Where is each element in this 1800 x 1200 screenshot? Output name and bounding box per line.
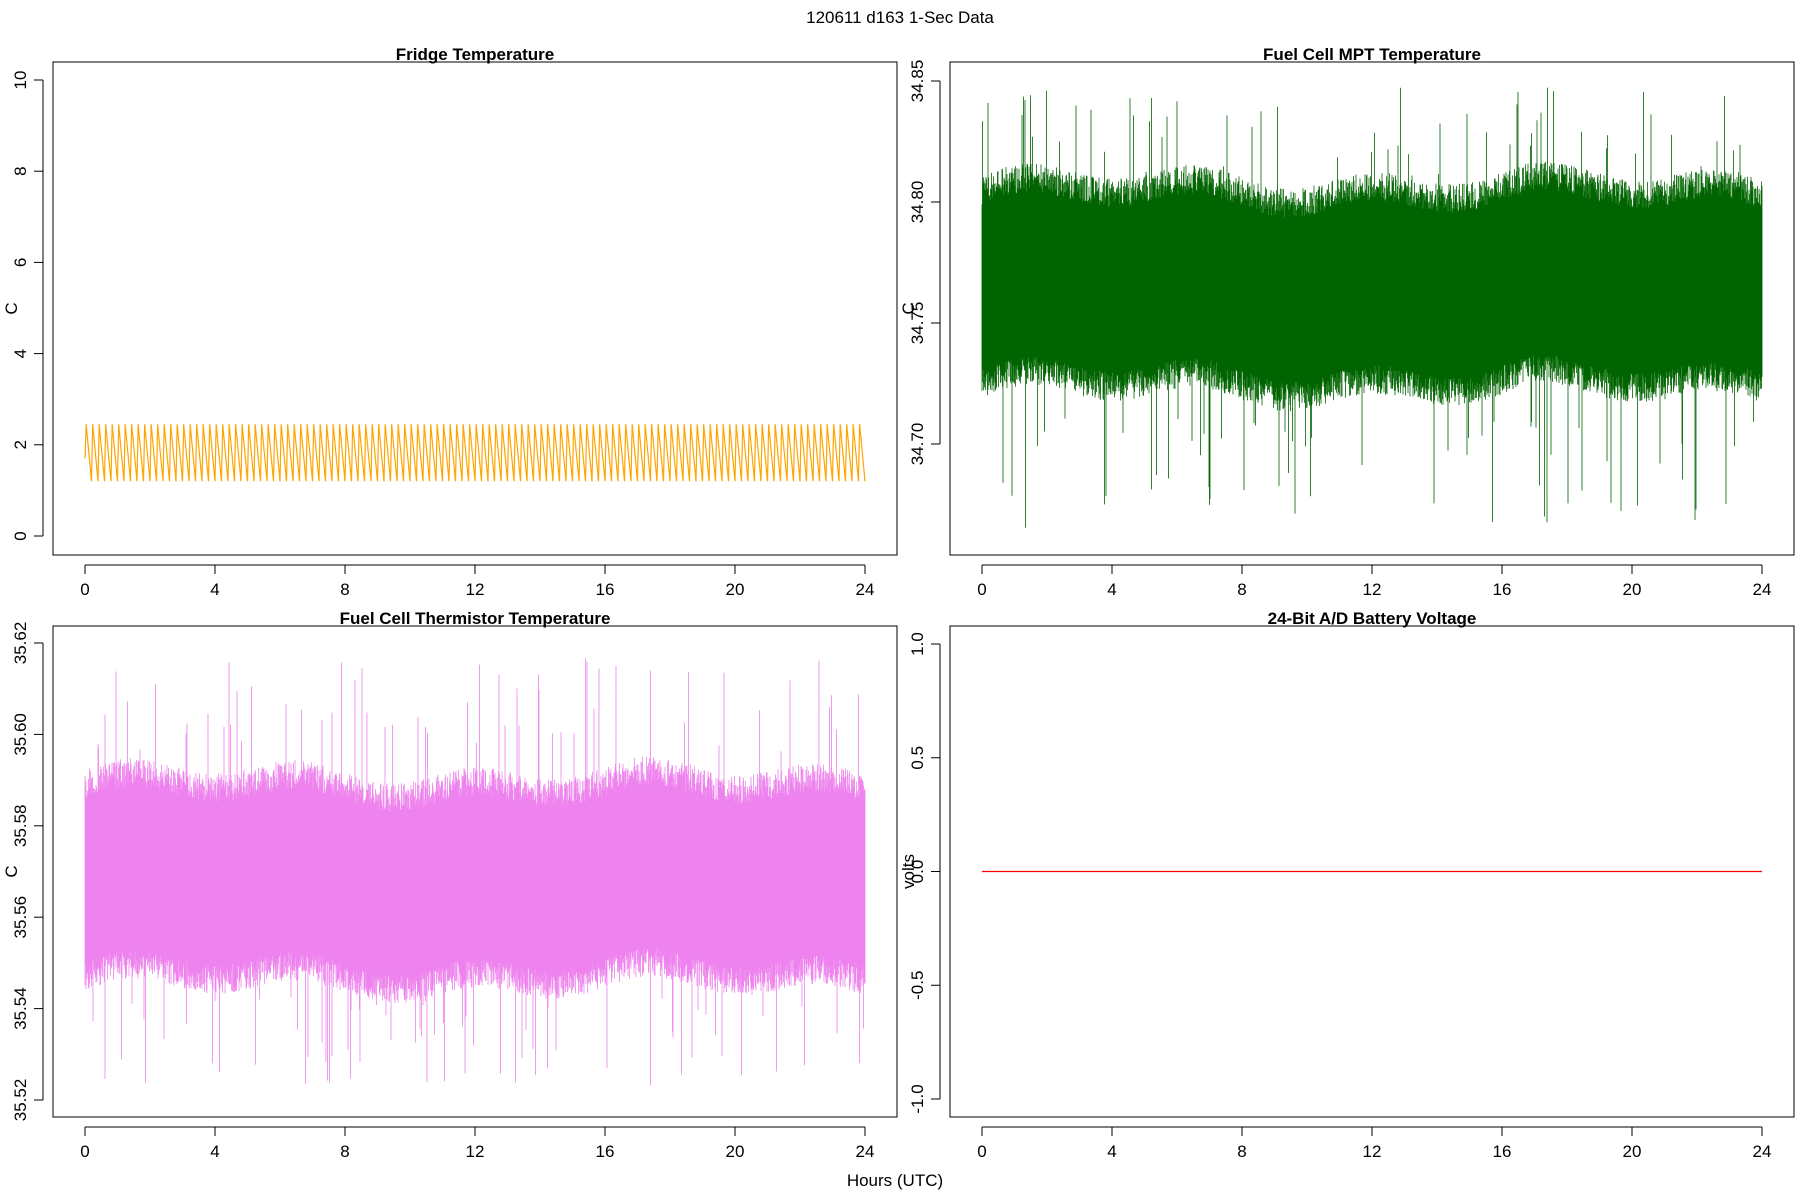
chart-title: Fuel Cell MPT Temperature xyxy=(1263,45,1481,64)
x-tick-label: 4 xyxy=(210,1142,219,1161)
y-tick-label: 0.0 xyxy=(908,860,927,884)
x-tick-label: 12 xyxy=(1363,1142,1382,1161)
x-tick-label: 0 xyxy=(977,580,986,599)
x-tick-label: 16 xyxy=(596,580,615,599)
x-tick-label: 20 xyxy=(726,1142,745,1161)
y-tick-label: 4 xyxy=(11,349,30,358)
y-tick-label: 34.85 xyxy=(908,60,927,103)
chart-title: Fuel Cell Thermistor Temperature xyxy=(340,609,611,628)
y-tick-label: 34.70 xyxy=(908,423,927,466)
x-tick-label: 20 xyxy=(1623,1142,1642,1161)
chart-title: Fridge Temperature xyxy=(396,45,554,64)
x-tick-label: 20 xyxy=(726,580,745,599)
figure-main-title: 120611 d163 1-Sec Data xyxy=(806,8,994,27)
x-tick-label: 12 xyxy=(466,580,485,599)
y-axis-label: C xyxy=(2,865,21,877)
series-noise-trace xyxy=(84,658,866,1086)
x-tick-label: 8 xyxy=(340,1142,349,1161)
y-tick-label: 34.80 xyxy=(908,181,927,224)
y-tick-label: -1.0 xyxy=(908,1084,927,1113)
y-tick-label: 35.54 xyxy=(11,987,30,1030)
x-tick-label: 4 xyxy=(210,580,219,599)
y-tick-label: 2 xyxy=(11,440,30,449)
x-tick-label: 4 xyxy=(1107,580,1116,599)
chart-title: 24-Bit A/D Battery Voltage xyxy=(1268,609,1477,628)
chart-panel-3: Fuel Cell Thermistor Temperature C 0 4 8 12 16… xyxy=(2,609,898,1161)
plot-frame xyxy=(949,625,1795,1118)
plot-frame xyxy=(52,61,898,556)
x-tick-label: 12 xyxy=(1363,580,1382,599)
x-tick-label: 20 xyxy=(1623,580,1642,599)
y-tick-label: -0.5 xyxy=(908,971,927,1000)
y-tick-label: 8 xyxy=(11,166,30,175)
x-tick-label: 24 xyxy=(1753,580,1772,599)
y-tick-label: 35.60 xyxy=(11,713,30,756)
x-tick-label: 0 xyxy=(80,580,89,599)
x-tick-label: 8 xyxy=(1237,580,1246,599)
y-tick-label: 35.62 xyxy=(11,622,30,665)
plot-frame xyxy=(52,625,898,1118)
x-tick-label: 16 xyxy=(1493,580,1512,599)
x-tick-label: 16 xyxy=(1493,1142,1512,1161)
x-tick-label: 24 xyxy=(856,1142,875,1161)
y-tick-label: 1.0 xyxy=(908,632,927,656)
figure-x-axis-label: Hours (UTC) xyxy=(847,1171,943,1190)
x-tick-label: 8 xyxy=(340,580,349,599)
x-tick-label: 8 xyxy=(1237,1142,1246,1161)
y-axis-label: C xyxy=(899,302,918,314)
y-tick-label: 0 xyxy=(11,531,30,540)
y-axis-label: volts xyxy=(899,854,918,889)
x-tick-label: 24 xyxy=(856,580,875,599)
y-tick-label: 0.5 xyxy=(908,746,927,770)
y-tick-label: 34.75 xyxy=(908,302,927,345)
x-tick-label: 16 xyxy=(596,1142,615,1161)
y-tick-label: 35.56 xyxy=(11,896,30,939)
chart-panel-4: 24-Bit A/D Battery Voltage volts 0 4 8 12 16 20… xyxy=(899,609,1795,1161)
y-tick-label: 6 xyxy=(11,258,30,267)
x-tick-label: 0 xyxy=(80,1142,89,1161)
x-tick-label: 24 xyxy=(1753,1142,1772,1161)
y-tick-label: 10 xyxy=(11,71,30,90)
y-axis-label: C xyxy=(2,302,21,314)
plot-frame xyxy=(949,61,1795,556)
chart-panel-2: Fuel Cell MPT Temperature C 0 4 8 12 16 20 24 34.… xyxy=(899,45,1795,599)
y-tick-label: 35.58 xyxy=(11,805,30,848)
x-tick-label: 4 xyxy=(1107,1142,1116,1161)
series-noise-trace xyxy=(981,87,1763,528)
series-line xyxy=(84,424,866,482)
x-tick-label: 0 xyxy=(977,1142,986,1161)
x-tick-label: 12 xyxy=(466,1142,485,1161)
y-tick-label: 35.52 xyxy=(11,1079,30,1122)
